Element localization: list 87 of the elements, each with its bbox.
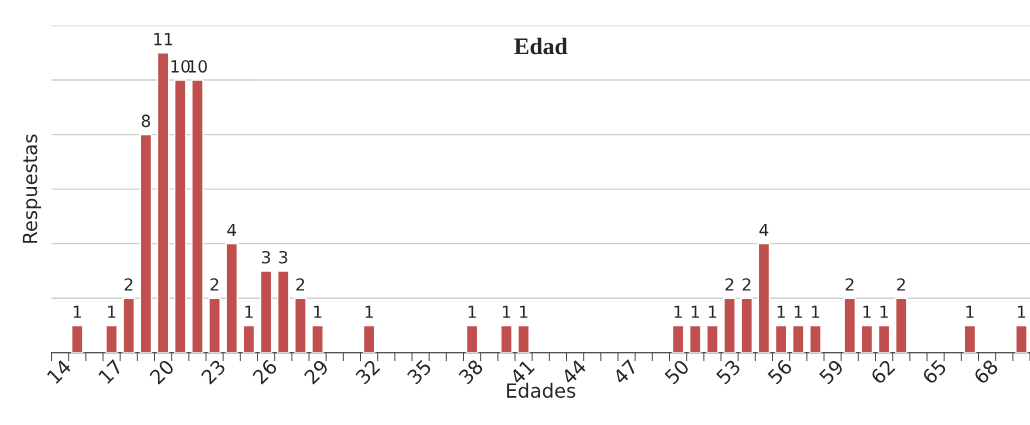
x-tick-label: 38 <box>457 358 484 385</box>
bar <box>465 324 479 353</box>
bar <box>225 242 239 353</box>
bar <box>208 297 221 353</box>
data-label: 2 <box>296 278 305 291</box>
data-label: 1 <box>314 305 322 318</box>
bar <box>860 324 874 353</box>
x-tick-label: 17 <box>98 359 123 385</box>
data-label: 4 <box>759 223 769 237</box>
x-tick-label: 62 <box>869 359 896 385</box>
data-label: 2 <box>742 278 751 291</box>
x-tick-label: 65 <box>921 359 948 385</box>
data-label: 1 <box>108 305 116 318</box>
x-tick-label: 20 <box>148 358 175 385</box>
data-label: 2 <box>124 278 133 291</box>
bar <box>122 297 136 353</box>
x-tick-label: 47 <box>612 359 638 385</box>
data-label: 1 <box>794 305 803 318</box>
data-label: 3 <box>279 250 288 264</box>
x-tick-label: 29 <box>303 358 330 385</box>
bar <box>688 324 702 353</box>
x-tick-label: 32 <box>354 359 381 385</box>
data-label: 1 <box>468 305 476 318</box>
data-label: 4 <box>227 223 237 237</box>
data-label: 2 <box>210 278 219 291</box>
data-label: 2 <box>845 278 854 291</box>
bar <box>276 270 290 353</box>
bar <box>70 324 84 353</box>
x-tick-label: 23 <box>200 358 227 385</box>
bar <box>791 324 805 353</box>
bar <box>877 324 891 353</box>
bar <box>173 79 187 353</box>
x-tick-label: 26 <box>251 358 278 385</box>
data-label: 1 <box>520 305 528 318</box>
bar <box>757 242 771 353</box>
bar <box>740 297 754 353</box>
bar <box>294 297 307 353</box>
data-label: 11 <box>154 32 173 46</box>
bar <box>671 324 685 353</box>
bar <box>242 324 256 353</box>
data-label: 1 <box>708 305 717 318</box>
data-label: 1 <box>674 305 682 318</box>
data-label: 1 <box>691 305 700 318</box>
data-label: 1 <box>502 305 511 318</box>
bar <box>809 324 822 353</box>
data-label: 1 <box>1017 305 1026 318</box>
data-label: 1 <box>880 305 888 318</box>
bar <box>139 133 153 353</box>
data-label: 1 <box>777 305 785 318</box>
x-tick-label: 68 <box>972 358 999 385</box>
bar <box>774 324 788 353</box>
data-label: 1 <box>73 305 82 318</box>
bar <box>156 52 170 353</box>
x-tick-label: 53 <box>715 358 742 385</box>
bar <box>706 324 719 353</box>
data-label: 2 <box>897 278 905 291</box>
data-label: 3 <box>262 250 271 264</box>
bar <box>311 324 324 353</box>
bar <box>963 324 977 353</box>
bar <box>191 79 204 353</box>
bar <box>843 297 857 353</box>
data-label: 10 <box>188 60 207 73</box>
bar <box>500 324 513 353</box>
data-label: 10 <box>171 60 190 73</box>
bar <box>723 297 736 353</box>
x-axis-title: Edades <box>507 382 576 398</box>
x-tick-label: 59 <box>818 358 845 385</box>
x-tick-label: 50 <box>663 358 690 385</box>
bar <box>105 324 118 353</box>
bar <box>1015 324 1028 353</box>
y-axis-title: Respuestas <box>22 134 42 243</box>
data-label: 8 <box>141 114 151 128</box>
data-label: 1 <box>245 305 253 318</box>
data-label: 1 <box>365 305 373 318</box>
x-tick-label: 44 <box>560 358 587 385</box>
data-label: 1 <box>966 305 974 318</box>
x-tick-label: 35 <box>406 359 433 385</box>
x-tick-label: 56 <box>766 358 793 385</box>
data-label: 1 <box>863 305 871 318</box>
bar <box>362 324 376 353</box>
bar <box>517 324 530 353</box>
x-tick-label: 14 <box>46 358 72 385</box>
bar <box>894 297 908 353</box>
chart-title: Edad <box>514 37 568 55</box>
data-label: 1 <box>811 305 820 318</box>
bar <box>259 270 273 353</box>
data-label: 2 <box>725 278 734 291</box>
